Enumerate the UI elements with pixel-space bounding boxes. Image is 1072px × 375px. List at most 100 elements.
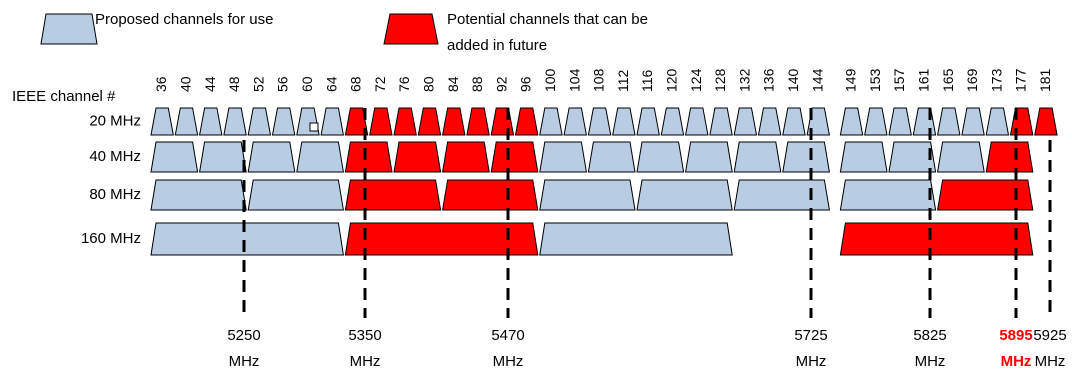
row-label-20-mhz: 20 MHz — [89, 112, 141, 129]
channel-block-20-mhz-68 — [344, 107, 369, 136]
boundary-value-5470: 5470 — [491, 327, 524, 344]
channel-number-157: 157 — [891, 68, 907, 92]
channel-block-20-mhz-157 — [888, 107, 912, 136]
channel-block-40-mhz-173-177 — [985, 141, 1034, 173]
channel-block-20-mhz-88 — [466, 107, 490, 136]
channel-block-160-mhz-36-64 — [150, 222, 344, 256]
channel-block-40-mhz-52-56 — [247, 141, 296, 173]
channel-block-80-mhz-149-161 — [839, 179, 937, 211]
legend-potential-swatch — [383, 13, 439, 45]
boundary-unit-5250: MHz — [229, 353, 260, 370]
channel-number-120: 120 — [663, 68, 679, 92]
boundary-unit-5825: MHz — [915, 353, 946, 370]
channel-block-20-mhz-100 — [539, 107, 563, 136]
channel-block-40-mhz-100-104 — [539, 141, 587, 173]
channel-number-40: 40 — [177, 76, 193, 92]
channel-block-20-mhz-64 — [320, 107, 345, 136]
channel-number-153: 153 — [867, 68, 883, 92]
channel-number-100: 100 — [542, 68, 558, 92]
channel-number-116: 116 — [639, 69, 655, 92]
channel-block-80-mhz-165-177 — [937, 179, 1034, 211]
channel-block-20-mhz-56 — [271, 107, 296, 136]
boundary-value-5350: 5350 — [348, 327, 381, 344]
channel-number-104: 104 — [566, 68, 582, 92]
channel-block-40-mhz-108-112 — [587, 141, 636, 173]
channel-number-52: 52 — [250, 76, 266, 92]
legend-potential-label-line2: added in future — [447, 37, 547, 54]
legend: Proposed channels for use Potential chan… — [40, 11, 648, 54]
channel-number-124: 124 — [688, 68, 704, 92]
channel-block-160-mhz-68-96 — [344, 222, 539, 256]
boundary-value-5250: 5250 — [227, 327, 260, 344]
channel-block-20-mhz-36 — [150, 107, 174, 136]
channel-block-20-mhz-44 — [198, 107, 223, 136]
channel-block-20-mhz-140 — [782, 107, 806, 136]
channel-block-40-mhz-44-48 — [199, 141, 247, 173]
channel-block-40-mhz-149-153 — [839, 141, 888, 173]
channel-number-165: 165 — [940, 68, 956, 92]
channel-number-108: 108 — [591, 68, 607, 92]
channel-block-20-mhz-128 — [709, 107, 733, 136]
channel-block-40-mhz-60-64 — [296, 141, 344, 173]
channel-number-64: 64 — [323, 76, 339, 92]
channel-number-149: 149 — [843, 68, 859, 92]
channel-block-80-mhz-116-128 — [636, 179, 733, 211]
channel-number-140: 140 — [785, 68, 801, 92]
bandwidth-row-labels: 20 MHz 40 MHz 80 MHz 160 MHz — [81, 112, 141, 247]
boundary-value-5825: 5825 — [913, 327, 946, 344]
channel-block-20-mhz-177 — [1009, 107, 1034, 136]
channel-number-136: 136 — [761, 68, 777, 92]
channel-number-76: 76 — [396, 76, 412, 92]
channel-block-20-mhz-84 — [441, 107, 466, 136]
channel-number-169: 169 — [964, 68, 980, 92]
row-label-40-mhz: 40 MHz — [89, 148, 141, 165]
channel-number-60: 60 — [299, 76, 315, 92]
channel-number-80: 80 — [420, 76, 436, 92]
channel-number-161: 161 — [915, 68, 931, 92]
channel-block-40-mhz-165-169 — [937, 141, 985, 173]
frequency-boundaries: 5250MHz5350MHz5470MHz5725MHz5825MHz5895M… — [227, 108, 1067, 370]
channel-block-20-mhz-173 — [985, 107, 1010, 136]
channel-block-80-mhz-68-80 — [344, 179, 442, 211]
channel-number-44: 44 — [202, 76, 218, 92]
channel-block-80-mhz-100-112 — [539, 179, 636, 211]
channel-number-48: 48 — [226, 76, 242, 92]
channel-block-40-mhz-116-120 — [636, 141, 685, 173]
channel-number-36: 36 — [153, 76, 169, 92]
channel-block-20-mhz-72 — [369, 107, 393, 136]
channel-number-144: 144 — [809, 68, 825, 92]
channel-block-80-mhz-52-64 — [247, 179, 344, 211]
channel-number-181: 181 — [1037, 68, 1053, 92]
channel-block-20-mhz-48 — [223, 107, 247, 136]
channel-block-20-mhz-104 — [563, 107, 588, 136]
channel-block-40-mhz-36-40 — [150, 141, 199, 173]
channel-block-20-mhz-169 — [961, 107, 985, 136]
channel-number-173: 173 — [988, 68, 1004, 92]
legend-potential-label-line1: Potential channels that can be — [447, 11, 648, 28]
channel-block-20-mhz-52 — [247, 107, 272, 136]
channel-number-88: 88 — [469, 76, 485, 92]
channel-block-40-mhz-84-88 — [442, 141, 490, 173]
legend-proposed-swatch — [40, 13, 98, 45]
channel-block-80-mhz-36-48 — [150, 179, 247, 211]
channel-number-96: 96 — [518, 76, 534, 92]
channel-block-20-mhz-132 — [733, 107, 758, 136]
channel-block-20-mhz-181 — [1034, 107, 1058, 136]
boundary-unit-5895: MHz — [1001, 353, 1032, 370]
channel-block-80-mhz-84-96 — [442, 179, 539, 211]
channel-axis-label: IEEE channel # — [12, 88, 116, 105]
channel-number-84: 84 — [445, 76, 461, 92]
channel-block-20-mhz-124 — [684, 107, 709, 136]
legend-proposed-label: Proposed channels for use — [95, 11, 273, 28]
channel-block-20-mhz-76 — [393, 107, 417, 136]
boundary-unit-5725: MHz — [796, 353, 827, 370]
row-label-80-mhz: 80 MHz — [89, 186, 141, 203]
channel-number-56: 56 — [275, 76, 291, 92]
channel-block-20-mhz-40 — [174, 107, 199, 136]
boundary-unit-5470: MHz — [493, 353, 524, 370]
channel-blocks — [150, 107, 1058, 256]
channel-block-40-mhz-124-128 — [685, 141, 733, 173]
channel-number-72: 72 — [372, 76, 388, 92]
channel-block-20-mhz-116 — [636, 107, 660, 136]
